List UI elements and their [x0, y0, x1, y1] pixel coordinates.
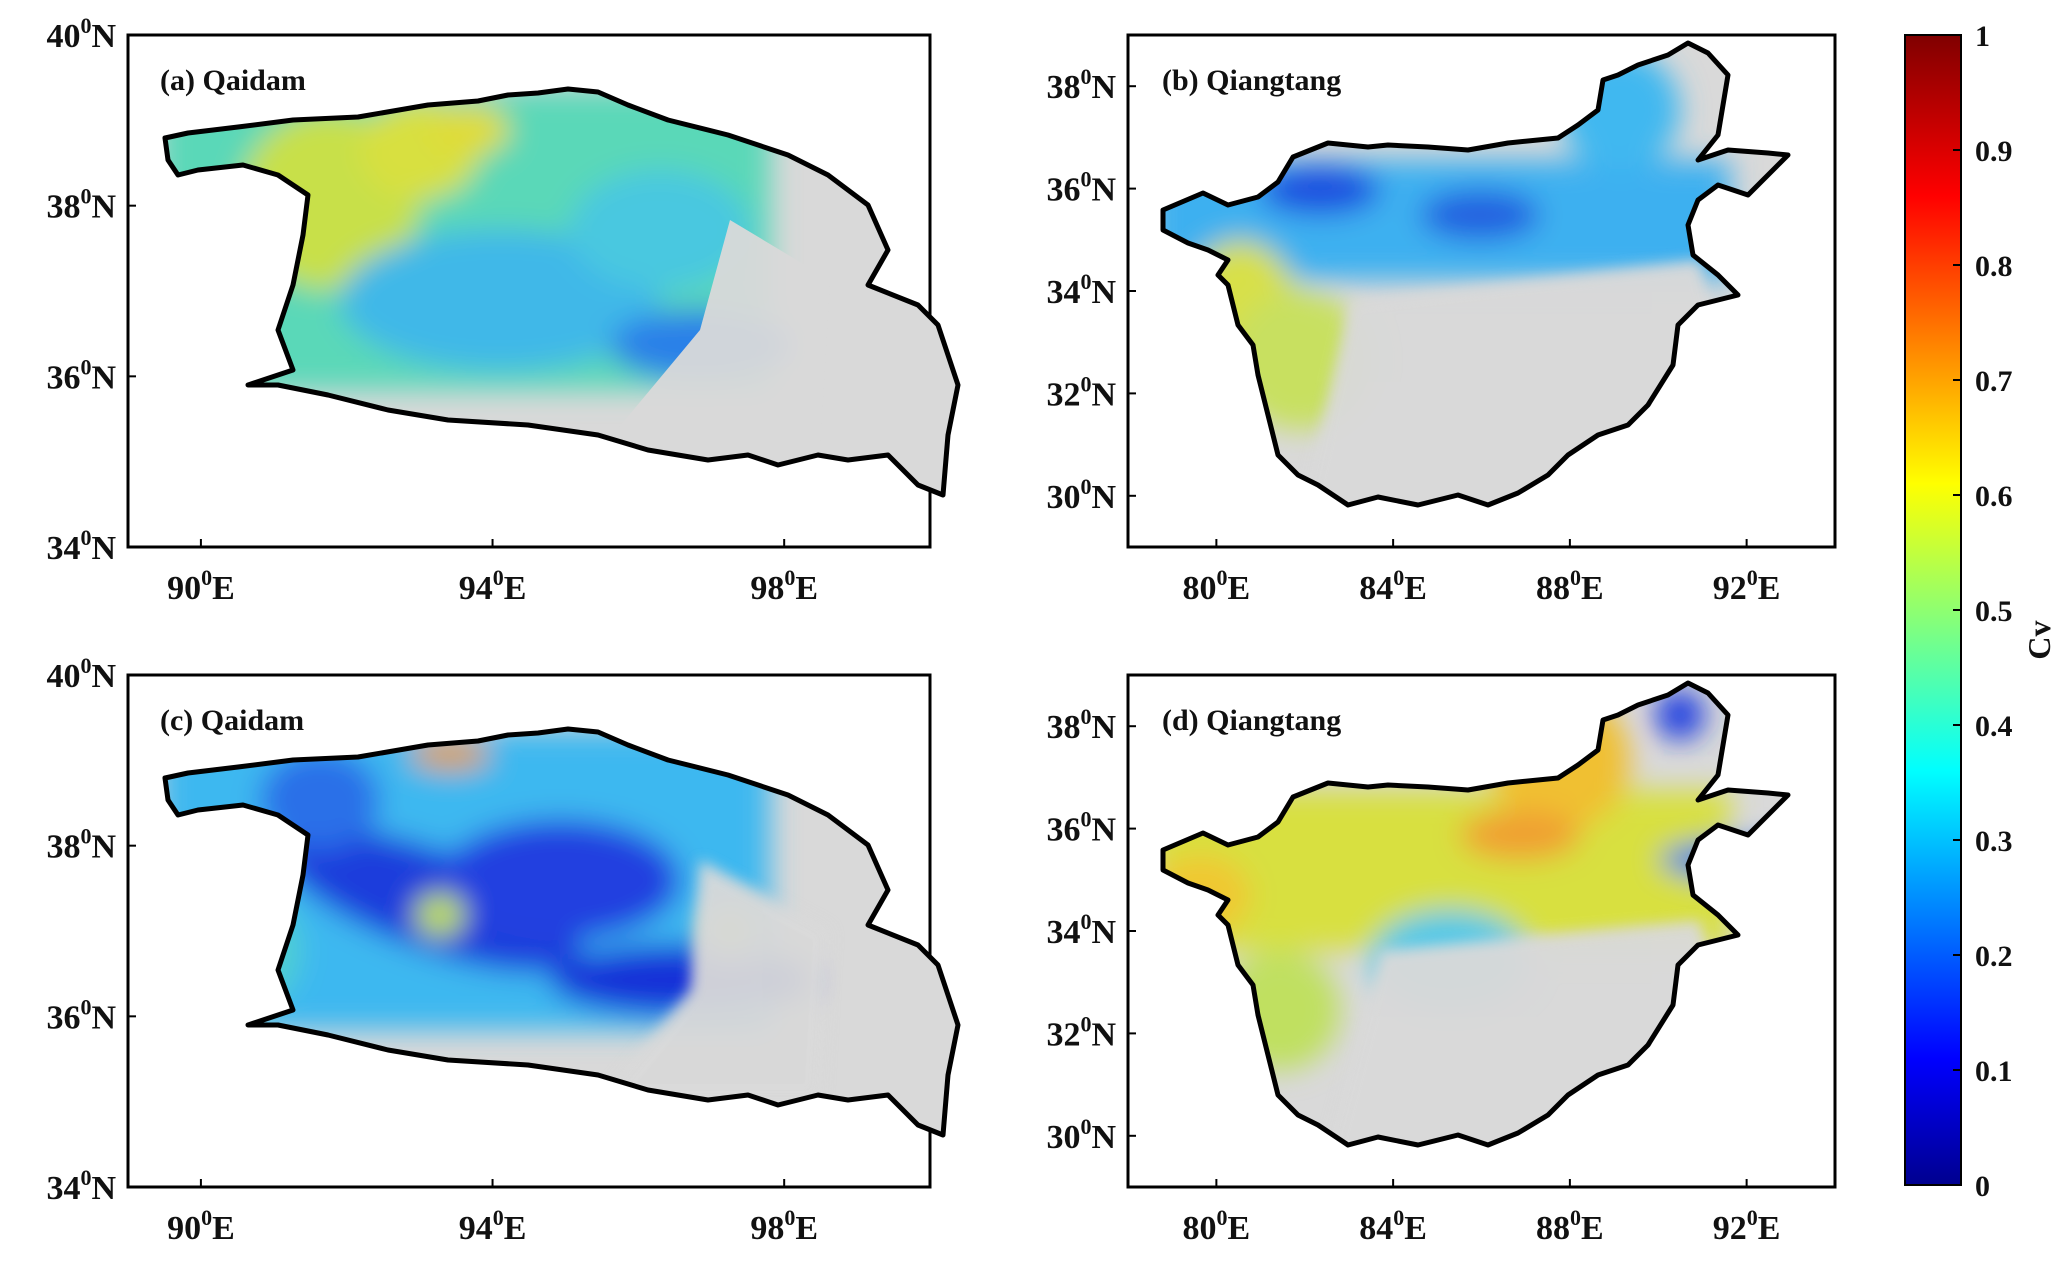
panel-b-lon-tick-88: 880E [1536, 565, 1604, 607]
panel-d-lat-tick-30: 300N [1046, 1114, 1116, 1156]
panel-a-qaidam: (a) Qaidam [126, 33, 961, 549]
colorbar-tick-0.3: 0.3 [1975, 825, 2013, 858]
panel-a-lon-tick-98: 980E [750, 565, 818, 607]
panel-c-lon-tick-98: 980E [750, 1205, 818, 1247]
panel-a-basin-outline [162, 86, 961, 498]
panel-b-lat-tick-36: 360N [1046, 167, 1116, 209]
panel-d-qiangtang: (d) Qiangtang [1126, 673, 1837, 1189]
panel-c-lon-tick-94: 940E [459, 1205, 527, 1247]
colorbar-tick-0.4: 0.4 [1975, 710, 2013, 743]
panel-c-lat-tick-40: 400N [46, 653, 116, 695]
panel-b-lon-tick-84: 840E [1359, 565, 1427, 607]
colorbar-label: Cv [2021, 620, 2057, 659]
panel-b-lat-tick-38: 380N [1046, 64, 1116, 106]
colorbar-ticks: 0 0.1 0.2 0.3 0.4 0.5 0.6 0.7 0.8 0.9 1 [1953, 20, 2013, 1203]
panel-b-cv-field [1163, 43, 1788, 505]
panel-c-cv-field [165, 729, 958, 1135]
panel-b-lon-tick-92: 920E [1713, 565, 1781, 607]
axis-tick-labels: 400N 380N 360N 340N 900E 940E 980E 380N 360N 340N… [46, 13, 1780, 1247]
panel-c-lon-tick-90: 900E [167, 1205, 235, 1247]
panel-c-basin-outline [162, 726, 961, 1138]
panel-d-lat-tick-34: 340N [1046, 909, 1116, 951]
colorbar-tick-1: 1 [1975, 20, 1990, 53]
panel-a-lat-tick-38: 380N [46, 184, 116, 226]
colorbar-tick-0.6: 0.6 [1975, 480, 2013, 513]
colorbar-tick-0.9: 0.9 [1975, 135, 2013, 168]
panel-d-lat-tick-38: 380N [1046, 704, 1116, 746]
panel-a-lon-tick-90: 900E [167, 565, 235, 607]
panel-a-lat-tick-40: 400N [46, 13, 116, 55]
panel-b-lon-tick-80: 800E [1183, 565, 1251, 607]
panel-c-lat-tick-36: 360N [46, 994, 116, 1036]
panel-a-lat-tick-34: 340N [46, 525, 116, 567]
panel-a-grey-pixels [600, 220, 830, 450]
colorbar-tick-0.7: 0.7 [1975, 365, 2013, 398]
panel-d-lon-tick-88: 880E [1536, 1205, 1604, 1247]
colorbar-tick-0: 0 [1975, 1170, 1990, 1203]
colorbar: 0 0.1 0.2 0.3 0.4 0.5 0.6 0.7 0.8 0.9 1 Cv [1904, 20, 2057, 1203]
panel-c-qaidam: (c) Qaidam [126, 673, 961, 1189]
panel-b-lat-tick-32: 320N [1046, 371, 1116, 413]
panel-d-title: (d) Qiangtang [1162, 704, 1341, 737]
colorbar-tick-0.8: 0.8 [1975, 250, 2013, 283]
panel-b-qiangtang: (b) Qiangtang [1126, 33, 1837, 549]
colorbar-gradient [1904, 34, 1962, 1186]
panel-b-basin-outline [1160, 40, 1791, 508]
panel-d-lon-tick-84: 840E [1359, 1205, 1427, 1247]
panel-c-lat-tick-34: 340N [46, 1165, 116, 1207]
panel-b-lat-tick-30: 300N [1046, 474, 1116, 516]
panel-c-title: (c) Qaidam [160, 704, 304, 737]
panel-a-lat-tick-36: 360N [46, 354, 116, 396]
panel-b-lat-tick-34: 340N [1046, 269, 1116, 311]
panel-d-lon-tick-92: 920E [1713, 1205, 1781, 1247]
colorbar-tick-0.1: 0.1 [1975, 1055, 2013, 1088]
panel-b-title: (b) Qiangtang [1162, 64, 1341, 97]
panel-d-lat-tick-32: 320N [1046, 1011, 1116, 1053]
panel-d-lon-tick-80: 800E [1183, 1205, 1251, 1247]
panel-d-basin-outline [1160, 680, 1791, 1148]
colorbar-tick-0.5: 0.5 [1975, 595, 2013, 628]
panel-d-lat-tick-36: 360N [1046, 807, 1116, 849]
panel-c-lat-tick-38: 380N [46, 824, 116, 866]
panel-a-title: (a) Qaidam [160, 64, 306, 97]
colorbar-tick-0.2: 0.2 [1975, 940, 2013, 973]
panel-a-lon-tick-94: 940E [459, 565, 527, 607]
